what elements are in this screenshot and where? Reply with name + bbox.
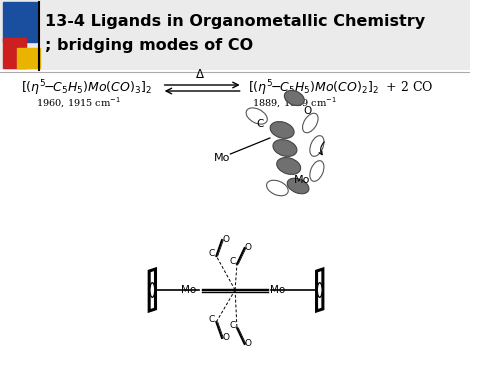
Ellipse shape — [310, 136, 324, 156]
Text: 1960, 1915 cm$^{-1}$: 1960, 1915 cm$^{-1}$ — [36, 96, 121, 110]
Ellipse shape — [266, 180, 288, 196]
Ellipse shape — [246, 108, 268, 124]
Text: 1889, 1859 cm$^{-1}$: 1889, 1859 cm$^{-1}$ — [252, 96, 336, 110]
Ellipse shape — [276, 158, 300, 174]
Ellipse shape — [273, 139, 297, 156]
Ellipse shape — [288, 178, 309, 194]
Text: O: O — [304, 106, 312, 116]
Text: $\Delta$: $\Delta$ — [196, 68, 205, 82]
FancyArrowPatch shape — [319, 142, 324, 155]
Text: C: C — [229, 258, 235, 267]
Text: C: C — [257, 119, 264, 129]
Text: ; bridging modes of CO: ; bridging modes of CO — [45, 38, 254, 53]
Ellipse shape — [318, 283, 322, 297]
Text: C: C — [229, 321, 235, 331]
Text: Mo: Mo — [182, 285, 196, 295]
Polygon shape — [149, 269, 156, 311]
Text: Mo: Mo — [270, 285, 285, 295]
Text: O: O — [245, 340, 252, 349]
Ellipse shape — [310, 161, 324, 181]
Polygon shape — [316, 269, 323, 311]
Text: C: C — [208, 315, 214, 324]
Bar — [3, 2, 36, 42]
Text: $[(\eta^5\!\!-\!\!C_5H_5)Mo(CO)_3]_2$: $[(\eta^5\!\!-\!\!C_5H_5)Mo(CO)_3]_2$ — [20, 78, 152, 98]
Bar — [3, 38, 26, 68]
Ellipse shape — [284, 90, 304, 106]
Ellipse shape — [270, 121, 294, 138]
Text: O: O — [222, 235, 229, 244]
Text: O: O — [222, 334, 229, 343]
Text: $[(\eta^5\!\!-\!\!C_5H_5)Mo(CO)_2]_2$  + 2 CO: $[(\eta^5\!\!-\!\!C_5H_5)Mo(CO)_2]_2$ + … — [248, 78, 434, 98]
Text: O: O — [245, 244, 252, 253]
Ellipse shape — [150, 283, 154, 297]
Bar — [0, 0, 470, 70]
Text: Mo: Mo — [294, 175, 310, 185]
Text: Mo: Mo — [214, 153, 230, 163]
Ellipse shape — [302, 113, 318, 133]
Text: 13-4 Ligands in Organometallic Chemistry: 13-4 Ligands in Organometallic Chemistry — [45, 14, 426, 29]
Bar — [17, 48, 40, 68]
Text: C: C — [208, 250, 214, 259]
